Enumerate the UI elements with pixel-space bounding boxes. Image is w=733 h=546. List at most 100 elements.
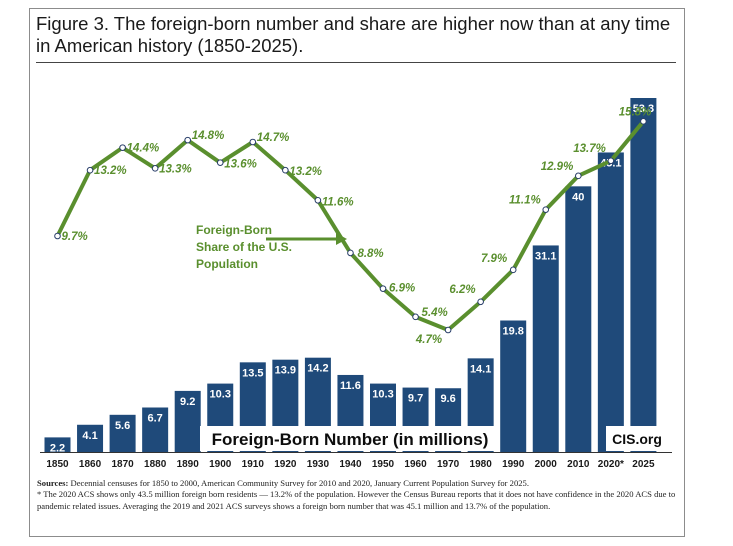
share-point-1970 [444, 326, 452, 334]
share-point-1880 [151, 165, 159, 172]
x-tick-label: 2025 [632, 459, 655, 470]
share-point-1960 [412, 313, 419, 321]
share-point-1900 [216, 159, 224, 166]
share-value-label: 13.2% [289, 166, 322, 178]
share-value-labels: 9.7%13.2%14.4%13.3%14.8%13.6%14.7%13.2%1… [62, 106, 652, 346]
share-value-label: 14.4% [127, 143, 160, 155]
share-point-1870 [119, 144, 126, 151]
share-value-label: 9.7% [62, 231, 88, 243]
share-point-1850 [54, 232, 61, 240]
sources-text: Decennial censuses for 1850 to 2000, Ame… [68, 478, 530, 488]
share-value-label: 13.3% [159, 163, 192, 175]
share-value-label: 15.8% [619, 106, 652, 118]
share-value-label: 8.8% [357, 248, 383, 260]
bar-value-label: 10.3 [372, 389, 393, 401]
bar-annotation-group: Foreign-Born Number (in millions) CIS.org [200, 426, 668, 451]
line-annotation-text: Share of the U.S. [196, 240, 292, 254]
share-value-label: 7.9% [481, 253, 507, 265]
x-tick-label: 1950 [372, 459, 395, 470]
bar-value-label: 40 [572, 191, 584, 203]
share-value-label: 11.1% [509, 195, 541, 207]
share-point-1910 [249, 138, 257, 146]
bar-value-label: 19.8 [502, 325, 523, 337]
share-point-2025 [640, 118, 647, 125]
x-tick-label: 1880 [144, 459, 167, 470]
bar-annotation-box [200, 426, 500, 451]
bar-1890 [174, 390, 201, 452]
share-point-2000 [542, 206, 550, 213]
x-tick-label: 1990 [502, 459, 525, 470]
bar-value-label: 5.6 [115, 420, 130, 432]
x-axis: 1850 1860 1870 1880 1890 1900 1910 1920 1930 1940… [40, 452, 672, 470]
share-value-label: 14.7% [257, 132, 290, 144]
bar-1850 [44, 437, 71, 452]
share-line-series [54, 118, 647, 334]
bar-value-label: 14.2 [307, 363, 328, 375]
share-point-1930 [314, 196, 322, 204]
line-annotation-text: Population [196, 257, 258, 271]
chart-title: Figure 3. The foreign-born number and sh… [36, 13, 671, 56]
x-tick-label: 1870 [111, 459, 134, 470]
x-tick-label: 1940 [339, 459, 362, 470]
x-tick-label: 1970 [437, 459, 460, 470]
share-point-1950 [379, 285, 387, 292]
bar-value-label: 13.5 [242, 367, 263, 379]
share-point-1860 [86, 166, 94, 174]
bar-value-label: 6.7 [148, 413, 163, 425]
x-tick-label: 2010 [567, 459, 590, 470]
bar-2000 [532, 245, 559, 452]
x-tick-label: 1960 [404, 459, 427, 470]
share-point-1980 [477, 298, 484, 306]
bar-value-labels: 2.2 4.1 5.6 6.7 9.2 10.3 13.5 13.9 14.2 11.6 10.3 9… [50, 103, 654, 454]
x-tick-label: 1900 [209, 459, 232, 470]
bar-value-label: 53.3 [633, 103, 654, 115]
bar-value-label: 11.6 [340, 380, 361, 392]
bar-2020* [597, 152, 624, 452]
bar-1860 [77, 424, 104, 452]
share-value-label: 5.4% [422, 307, 448, 319]
bar-value-label: 31.1 [535, 250, 556, 262]
x-tick-label: 1930 [307, 459, 330, 470]
share-point-2010 [575, 172, 582, 180]
bar-value-label: 10.3 [210, 389, 231, 401]
line-annotation-group: Foreign-Born Share of the U.S. Population [196, 223, 347, 271]
share-value-label: 13.7% [573, 143, 606, 155]
x-tick-label: 1860 [79, 459, 102, 470]
x-tick-label: 1890 [177, 459, 200, 470]
title-divider [36, 62, 676, 63]
bar-value-label: 9.2 [180, 396, 195, 408]
share-value-label: 13.6% [224, 159, 257, 171]
bar-1880 [142, 407, 169, 452]
sources-footnote: * The 2020 ACS shows only 43.5 million f… [37, 489, 676, 511]
share-value-label: 6.2% [449, 284, 475, 296]
bar-1870 [109, 414, 136, 452]
x-tick-label: 1980 [470, 459, 493, 470]
sources-label: Sources: [37, 478, 69, 488]
share-point-1920 [282, 166, 289, 174]
arrow-head-icon [336, 233, 347, 245]
share-point-2020* [607, 157, 615, 165]
cis-logo: CIS.org [612, 431, 662, 447]
line-annotation-text: Foreign-Born [196, 223, 272, 237]
x-tick-label: 1920 [274, 459, 297, 470]
bar-2010 [565, 186, 592, 452]
logo-box [606, 426, 668, 451]
bar-2025 [630, 98, 657, 452]
share-value-label: 13.2% [94, 165, 127, 177]
share-point-1990 [509, 266, 517, 274]
bar-value-label: 4.1 [82, 430, 97, 442]
share-value-label: 4.7% [415, 334, 442, 346]
share-value-label: 11.6% [322, 196, 354, 208]
bar-annotation: Foreign-Born Number (in millions) [212, 430, 489, 449]
share-value-label: 6.9% [389, 283, 415, 295]
bar-value-label: 2.2 [50, 442, 65, 454]
bar-value-label: 9.7 [408, 393, 423, 405]
x-tick-label: 1910 [242, 459, 265, 470]
bar-value-label: 14.1 [470, 363, 491, 375]
bar-1990 [500, 320, 527, 452]
sources-note: Sources: Decennial censuses for 1850 to … [37, 478, 677, 512]
share-point-1890 [184, 136, 191, 144]
bar-value-label: 9.6 [440, 393, 455, 405]
x-tick-label: 2020* [598, 459, 624, 470]
